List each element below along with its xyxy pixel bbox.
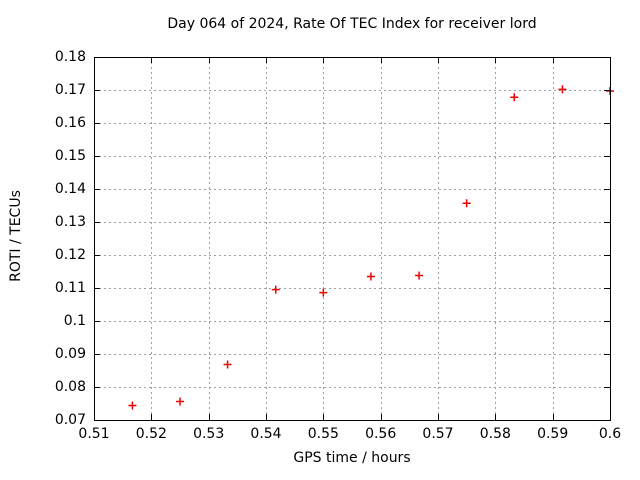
y-tick-label: 0.15 — [54, 148, 86, 164]
x-tick-label: 0.54 — [250, 426, 282, 442]
plot-border — [94, 57, 611, 421]
data-point-marker — [462, 199, 471, 208]
x-tick-label: 0.51 — [78, 426, 110, 442]
data-point-marker — [223, 360, 232, 369]
y-tick-label: 0.07 — [54, 412, 86, 428]
y-tick-label: 0.16 — [54, 115, 86, 131]
y-tick-label: 0.17 — [54, 82, 86, 98]
data-point-marker — [271, 285, 280, 294]
x-tick-label: 0.55 — [307, 426, 339, 442]
data-point-marker — [510, 93, 519, 102]
y-tick-label: 0.08 — [54, 379, 86, 395]
data-point-marker — [558, 85, 567, 94]
y-tick-label: 0.1 — [63, 313, 86, 329]
y-tick-label: 0.12 — [54, 247, 86, 263]
y-tick-label: 0.09 — [54, 346, 86, 362]
x-tick-label: 0.6 — [598, 426, 622, 442]
data-point-marker — [415, 271, 424, 280]
x-axis-title: GPS time / hours — [293, 450, 411, 466]
data-point-marker — [319, 288, 328, 297]
x-tick-label: 0.56 — [365, 426, 397, 442]
y-tick-label: 0.13 — [54, 214, 86, 230]
x-tick-label: 0.57 — [422, 426, 454, 442]
chart-title: Day 064 of 2024, Rate Of TEC Index for r… — [167, 16, 537, 32]
data-point-marker — [176, 397, 184, 406]
y-tick-label: 0.14 — [54, 181, 86, 197]
x-tick-label: 0.53 — [193, 426, 225, 442]
y-tick-label: 0.18 — [54, 49, 86, 65]
x-tick-label: 0.59 — [537, 426, 569, 442]
y-tick-label: 0.11 — [54, 280, 86, 296]
data-point-marker — [128, 401, 137, 410]
x-tick-label: 0.52 — [135, 426, 167, 442]
x-tick-label: 0.58 — [479, 426, 511, 442]
data-point-marker — [366, 272, 375, 281]
